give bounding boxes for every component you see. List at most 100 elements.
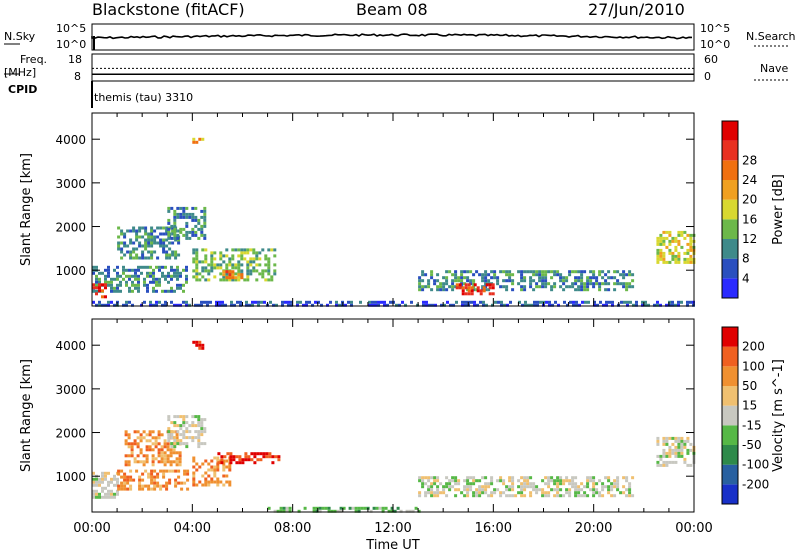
data-cell bbox=[491, 292, 495, 296]
data-cell bbox=[338, 303, 341, 307]
data-cell bbox=[559, 476, 563, 480]
data-cell bbox=[595, 279, 599, 283]
data-cell bbox=[194, 230, 198, 234]
data-cell bbox=[147, 484, 151, 488]
data-cell bbox=[147, 475, 151, 479]
data-cell bbox=[635, 303, 638, 307]
data-cell bbox=[171, 241, 175, 245]
data-cell bbox=[171, 253, 175, 257]
data-cell bbox=[502, 279, 506, 283]
nave-label: Nave bbox=[760, 62, 789, 75]
data-cell bbox=[162, 241, 166, 245]
data-cell bbox=[445, 288, 449, 292]
data-cell bbox=[598, 491, 602, 495]
data-cell bbox=[141, 484, 145, 488]
data-cell bbox=[191, 439, 195, 443]
data-cell bbox=[231, 266, 235, 270]
data-cell bbox=[144, 484, 148, 488]
data-cell bbox=[125, 300, 128, 304]
data-cell bbox=[252, 260, 256, 264]
noise-right-tick: 10^0 bbox=[700, 38, 730, 51]
data-cell bbox=[204, 269, 208, 273]
data-cell bbox=[107, 280, 110, 284]
data-cell bbox=[556, 482, 560, 486]
data-cell bbox=[191, 206, 195, 210]
data-cell bbox=[127, 460, 131, 464]
data-cell bbox=[421, 485, 425, 489]
data-cell bbox=[556, 494, 560, 498]
data-cell bbox=[422, 303, 425, 307]
data-cell bbox=[129, 256, 133, 260]
data-cell bbox=[155, 300, 158, 304]
data-cell bbox=[421, 285, 425, 289]
data-cell bbox=[95, 277, 98, 281]
data-cell bbox=[188, 430, 192, 434]
data-cell bbox=[604, 485, 608, 489]
data-cell bbox=[172, 448, 176, 452]
data-cell bbox=[185, 212, 189, 216]
data-cell bbox=[656, 300, 659, 304]
data-cell bbox=[568, 270, 572, 274]
data-cell bbox=[167, 436, 171, 440]
data-cell bbox=[200, 209, 204, 213]
data-cell bbox=[210, 269, 214, 273]
data-cell bbox=[262, 452, 266, 456]
data-cell bbox=[151, 457, 155, 461]
data-cell bbox=[195, 254, 199, 258]
data-cell bbox=[508, 494, 512, 498]
data-cell bbox=[520, 488, 524, 492]
data-cell bbox=[601, 282, 605, 286]
data-cell bbox=[145, 454, 149, 458]
data-cell bbox=[472, 482, 476, 486]
data-cell bbox=[574, 476, 578, 480]
data-cell bbox=[541, 494, 545, 498]
data-cell bbox=[204, 483, 208, 487]
data-cell bbox=[541, 276, 545, 280]
data-cell bbox=[550, 476, 554, 480]
data-cell bbox=[249, 263, 253, 267]
data-cell bbox=[562, 288, 566, 292]
data-cell bbox=[517, 270, 521, 274]
data-cell bbox=[467, 283, 471, 287]
data-cell bbox=[244, 455, 248, 459]
data-cell bbox=[475, 270, 479, 274]
data-cell bbox=[622, 282, 626, 286]
data-cell bbox=[145, 439, 149, 443]
noise-right-tick: 10^5 bbox=[700, 22, 730, 35]
data-cell bbox=[656, 463, 660, 467]
data-cell bbox=[383, 303, 386, 307]
colorbar-label: Velocity [m s^-1] bbox=[771, 359, 786, 472]
data-cell bbox=[550, 488, 554, 492]
data-cell bbox=[246, 248, 250, 252]
data-cell bbox=[520, 273, 524, 277]
data-cell bbox=[496, 276, 500, 280]
data-cell bbox=[472, 494, 476, 498]
data-cell bbox=[511, 488, 515, 492]
data-cell bbox=[475, 488, 479, 492]
data-cell bbox=[410, 300, 413, 304]
data-cell bbox=[176, 274, 179, 278]
data-cell bbox=[467, 292, 471, 296]
data-cell bbox=[159, 241, 163, 245]
data-cell bbox=[207, 278, 211, 282]
data-cell bbox=[167, 233, 171, 237]
data-cell bbox=[261, 248, 265, 252]
x-tick-label: 04:00 bbox=[174, 521, 211, 536]
data-cell bbox=[234, 248, 238, 252]
data-cell bbox=[526, 270, 530, 274]
data-cell bbox=[158, 265, 161, 269]
data-cell bbox=[204, 471, 208, 475]
data-cell bbox=[210, 477, 214, 481]
data-cell bbox=[559, 279, 563, 283]
data-cell bbox=[149, 300, 152, 304]
data-cell bbox=[128, 289, 131, 293]
data-cell bbox=[533, 303, 536, 307]
data-cell bbox=[135, 235, 139, 239]
data-cell bbox=[568, 494, 572, 498]
data-cell bbox=[222, 275, 226, 279]
data-cell bbox=[668, 451, 672, 455]
data-cell bbox=[98, 271, 101, 275]
data-cell bbox=[550, 288, 554, 292]
data-cell bbox=[547, 270, 551, 274]
data-cell bbox=[255, 278, 259, 282]
